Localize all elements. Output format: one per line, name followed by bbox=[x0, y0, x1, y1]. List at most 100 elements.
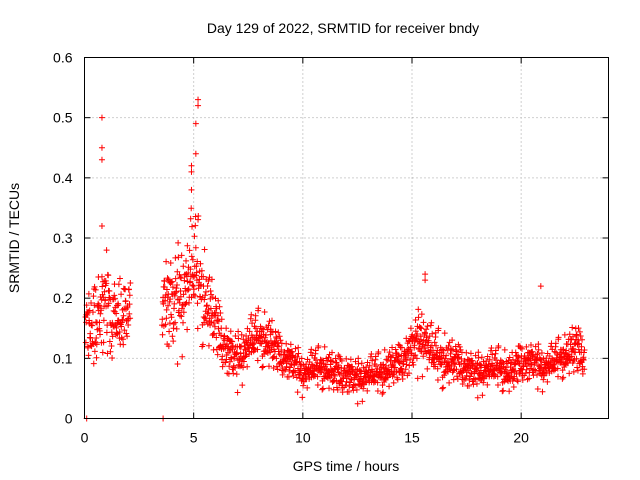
data-point bbox=[228, 354, 235, 361]
data-point bbox=[181, 277, 188, 284]
data-point bbox=[441, 330, 448, 337]
data-point bbox=[184, 242, 191, 249]
data-point bbox=[453, 366, 460, 373]
data-point bbox=[104, 350, 111, 357]
data-point bbox=[200, 273, 207, 280]
data-point bbox=[103, 247, 110, 254]
data-point bbox=[89, 322, 96, 329]
data-point bbox=[415, 314, 422, 321]
data-point bbox=[127, 315, 134, 322]
data-point bbox=[252, 312, 259, 319]
data-point bbox=[226, 347, 233, 354]
data-point bbox=[185, 286, 192, 293]
data-point bbox=[506, 388, 513, 395]
data-point bbox=[85, 290, 92, 297]
data-point bbox=[162, 321, 169, 328]
data-point bbox=[551, 348, 558, 355]
data-point bbox=[217, 332, 224, 339]
data-point bbox=[472, 352, 479, 359]
data-point bbox=[418, 311, 425, 318]
data-point bbox=[539, 388, 546, 395]
data-point bbox=[329, 358, 336, 365]
data-point bbox=[113, 310, 120, 317]
data-point bbox=[523, 363, 530, 370]
data-point bbox=[210, 346, 217, 353]
data-point bbox=[375, 349, 382, 356]
data-point bbox=[449, 337, 456, 344]
data-point bbox=[254, 357, 261, 364]
data-point bbox=[453, 347, 460, 354]
data-point bbox=[352, 358, 359, 365]
data-point bbox=[523, 343, 530, 350]
data-point bbox=[398, 344, 405, 351]
data-point bbox=[439, 346, 446, 353]
data-point bbox=[218, 316, 225, 323]
data-point bbox=[443, 352, 450, 359]
data-point bbox=[358, 360, 365, 367]
data-point bbox=[173, 285, 180, 292]
x-tick-label: 15 bbox=[404, 430, 420, 446]
data-point bbox=[390, 379, 397, 386]
data-point bbox=[116, 329, 123, 336]
data-point bbox=[415, 306, 422, 313]
data-point bbox=[454, 355, 461, 362]
data-point bbox=[434, 377, 441, 384]
data-point bbox=[406, 346, 413, 353]
data-point bbox=[392, 364, 399, 371]
data-point bbox=[289, 348, 296, 355]
data-point bbox=[174, 282, 181, 289]
data-point bbox=[98, 114, 105, 121]
data-point bbox=[215, 297, 222, 304]
data-point bbox=[111, 292, 118, 299]
data-point bbox=[574, 364, 581, 371]
data-point bbox=[386, 383, 393, 390]
data-point bbox=[526, 375, 533, 382]
data-point bbox=[174, 361, 181, 368]
data-point bbox=[314, 373, 321, 380]
data-point bbox=[126, 292, 133, 299]
data-point bbox=[178, 313, 185, 320]
data-point bbox=[234, 349, 241, 356]
data-point bbox=[178, 275, 185, 282]
data-point bbox=[251, 340, 258, 347]
data-point bbox=[190, 291, 197, 298]
data-point bbox=[540, 355, 547, 362]
data-point bbox=[240, 364, 247, 371]
data-point bbox=[91, 348, 98, 355]
data-point bbox=[275, 329, 282, 336]
data-point bbox=[219, 353, 226, 360]
data-point bbox=[405, 370, 412, 377]
data-point bbox=[342, 382, 349, 389]
data-point bbox=[369, 357, 376, 364]
data-point bbox=[381, 379, 388, 386]
data-point bbox=[577, 358, 584, 365]
data-point bbox=[173, 325, 180, 332]
data-point bbox=[424, 365, 431, 372]
data-point bbox=[368, 350, 375, 357]
data-point bbox=[215, 325, 222, 332]
data-point bbox=[480, 379, 487, 386]
data-point bbox=[366, 362, 373, 369]
data-point bbox=[530, 366, 537, 373]
data-point bbox=[109, 333, 116, 340]
data-point bbox=[190, 286, 197, 293]
data-point bbox=[93, 341, 100, 348]
data-point bbox=[255, 305, 262, 312]
data-point bbox=[262, 334, 269, 341]
data-point bbox=[527, 365, 534, 372]
data-point bbox=[190, 282, 197, 289]
data-point bbox=[90, 293, 97, 300]
data-point bbox=[98, 144, 105, 151]
data-point bbox=[238, 331, 245, 338]
data-point bbox=[320, 385, 327, 392]
data-point bbox=[222, 359, 229, 366]
data-point bbox=[180, 319, 187, 326]
data-point bbox=[258, 325, 265, 332]
data-point bbox=[299, 394, 306, 401]
x-axis-label: GPS time / hours bbox=[293, 458, 400, 474]
data-point bbox=[215, 318, 222, 325]
data-point bbox=[442, 355, 449, 362]
data-point bbox=[113, 324, 120, 331]
data-point bbox=[164, 275, 171, 282]
data-point bbox=[204, 283, 211, 290]
